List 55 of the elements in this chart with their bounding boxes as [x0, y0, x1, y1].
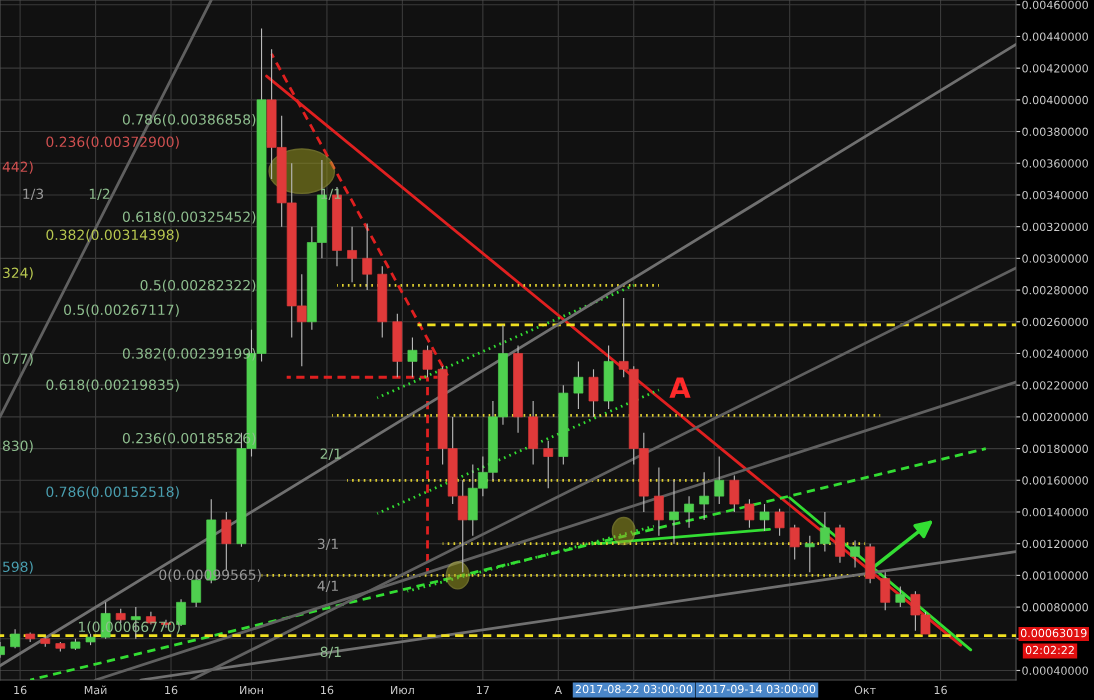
y-tick-label: 0.00420000 — [1022, 64, 1088, 73]
annotation: 0.382(0.00314398) — [46, 229, 179, 242]
y-tick-label: 0.00380000 — [1022, 127, 1088, 136]
x-tick-label: 16 — [165, 685, 178, 695]
annotation: 324) — [3, 267, 33, 280]
x-tick-label: А — [554, 685, 563, 694]
x-tick-label: 17 — [477, 685, 489, 694]
annotation: 3/1 — [317, 538, 338, 551]
y-tick-label: 0.00440000 — [1022, 32, 1088, 41]
y-tick-label: 0.00320000 — [1022, 222, 1088, 232]
annotation: 0.5(0.00282322) — [140, 279, 256, 293]
annotation: 077) — [2, 353, 33, 366]
annotation: 442) — [2, 161, 33, 174]
y-tick-label: 0.00220000 — [1022, 381, 1088, 390]
y-tick-label: 0.00120000 — [1022, 539, 1088, 549]
annotation: A — [669, 377, 691, 398]
x-tick-label: 16 — [321, 685, 334, 695]
annotation: 0.5(0.00267117) — [64, 304, 179, 317]
annotation: 8/1 — [320, 646, 341, 659]
text: 2017-08-22 03:00:00 — [575, 684, 693, 694]
annotation: 0.00063019 — [1020, 628, 1087, 638]
y-tick-label: 0.00140000 — [1022, 507, 1088, 517]
y-tick-label: 0.00400000 — [1022, 95, 1088, 105]
y-tick-label: 0.00280000 — [1022, 286, 1088, 295]
y-tick-label: 0.00080000 — [1022, 603, 1088, 612]
text: 02:02:22 — [1025, 645, 1074, 655]
x-tick-label: Окт — [854, 685, 876, 695]
y-tick-label: 0.00200000 — [1022, 412, 1088, 422]
x-tick-label: Июн — [240, 685, 263, 695]
annotation: 2/1 — [320, 448, 341, 461]
annotation: 4/1 — [317, 580, 338, 593]
y-tick-label: 0.00460000 — [1022, 0, 1088, 10]
annotation: 830) — [2, 440, 33, 453]
y-tick-label: 0.00160000 — [1022, 476, 1088, 485]
y-tick-label: 0.00100000 — [1022, 571, 1088, 580]
annotation: 0.786(0.00386858) — [122, 113, 256, 127]
y-tick-label: 0.00260000 — [1022, 317, 1088, 327]
annotation: 1/3 — [23, 188, 44, 201]
annotation: 0.618(0.00219835) — [46, 379, 179, 392]
annotation: 0.786(0.00152518) — [46, 486, 179, 499]
text: 2017-09-14 03:00:00 — [698, 684, 816, 694]
annotation: 0.236(0.00372900) — [46, 136, 179, 149]
y-tick-label: 0.00040000 — [1022, 666, 1088, 675]
y-tick-label: 0.00180000 — [1022, 444, 1088, 453]
y-tick-label: 0.00240000 — [1022, 349, 1088, 358]
y-tick-label: 0.00300000 — [1022, 254, 1088, 263]
x-tick-label: 16 — [934, 685, 947, 695]
y-tick-label: 0.00360000 — [1022, 159, 1088, 168]
x-tick-label: Май — [84, 685, 107, 695]
x-tick-label: Июл — [391, 685, 414, 695]
annotation: 0.618(0.00325452) — [122, 211, 256, 224]
annotation: 1/2 — [89, 188, 110, 201]
y-tick-label: 0.00340000 — [1022, 190, 1088, 200]
x-tick-label: 16 — [14, 685, 27, 695]
annotation: 598) — [3, 561, 33, 574]
